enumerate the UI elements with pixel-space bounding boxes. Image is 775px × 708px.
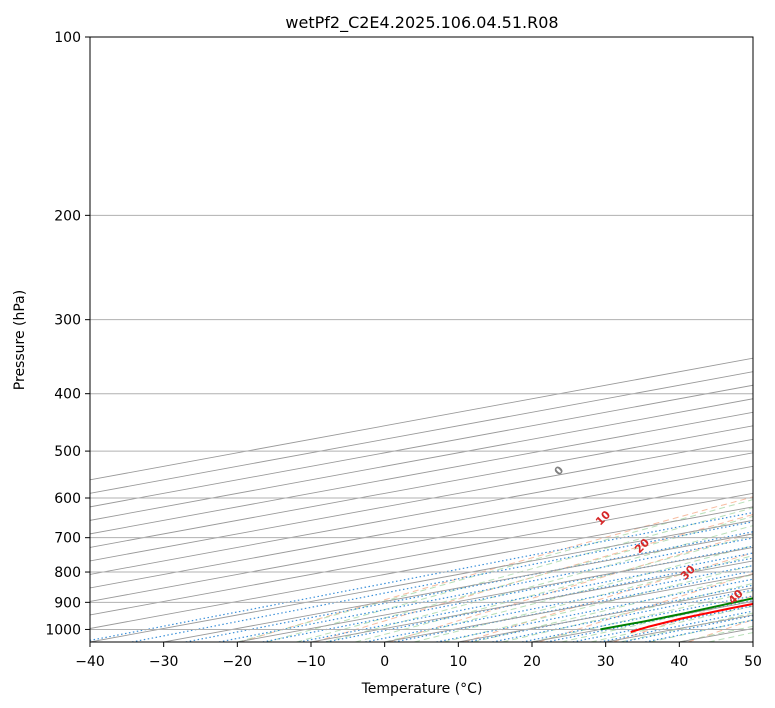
y-tick-label: 900 — [54, 595, 81, 611]
x-tick-label: 50 — [744, 654, 762, 670]
isotherm-line — [90, 465, 753, 589]
y-tick-label: 800 — [54, 565, 81, 581]
x-tick-label: 20 — [523, 654, 541, 670]
moist-adiabat — [413, 555, 753, 642]
x-tick-label: 40 — [670, 654, 688, 670]
y-axis: 100 200 300 400 500 600 700 800 900 1000 — [45, 30, 90, 638]
moist-adiabat — [325, 525, 753, 642]
isotherm-line — [90, 519, 753, 642]
isotherm-line — [90, 438, 753, 562]
mixing-ratio-line — [325, 557, 753, 642]
mixing-ratio-line — [218, 537, 753, 642]
isotherm-line — [90, 492, 753, 616]
x-tick-label: −40 — [75, 654, 105, 670]
isotherm-line — [90, 479, 753, 602]
x-tick-label: 10 — [449, 654, 467, 670]
dry-adiabat — [613, 595, 753, 642]
plot-frame — [89, 36, 754, 643]
mixing-ratio-line — [492, 589, 753, 642]
isotherm-line — [163, 533, 753, 642]
y-axis-label: Pressure (hPa) — [12, 290, 28, 390]
x-axis: −40 −30 −20 −10 0 10 20 30 40 50 — [75, 642, 762, 670]
dry-adiabat — [463, 552, 753, 642]
x-tick-label: −10 — [296, 654, 326, 670]
y-tick-label: 700 — [54, 531, 81, 547]
y-tick-label: 100 — [54, 30, 81, 46]
moist-adiabat — [296, 515, 753, 642]
y-tick-label: 200 — [54, 208, 81, 224]
chart-title: wetPf2_C2E4.2025.106.04.51.R08 — [285, 13, 558, 33]
moist-adiabat — [502, 582, 753, 642]
x-tick-label: −20 — [223, 654, 253, 670]
x-tick-label: 0 — [380, 654, 389, 670]
isotherm-line — [90, 452, 753, 575]
y-tick-label: 500 — [54, 444, 81, 460]
x-tick-label: −30 — [149, 654, 179, 670]
y-tick-label: 1000 — [45, 622, 81, 638]
x-tick-label: 30 — [597, 654, 615, 670]
mixing-ratio-line — [365, 564, 753, 642]
mixing-ratio-line — [90, 511, 753, 642]
x-axis-label: Temperature (°C) — [361, 681, 483, 697]
y-tick-label: 400 — [54, 387, 81, 403]
mixing-ratio-line — [436, 578, 753, 642]
isotherm-line — [90, 506, 753, 629]
grid-lines — [90, 37, 753, 642]
y-tick-label: 300 — [54, 313, 81, 329]
isotherm-line — [90, 425, 753, 548]
y-tick-label: 600 — [54, 491, 81, 507]
dry-adiabat — [389, 532, 753, 642]
